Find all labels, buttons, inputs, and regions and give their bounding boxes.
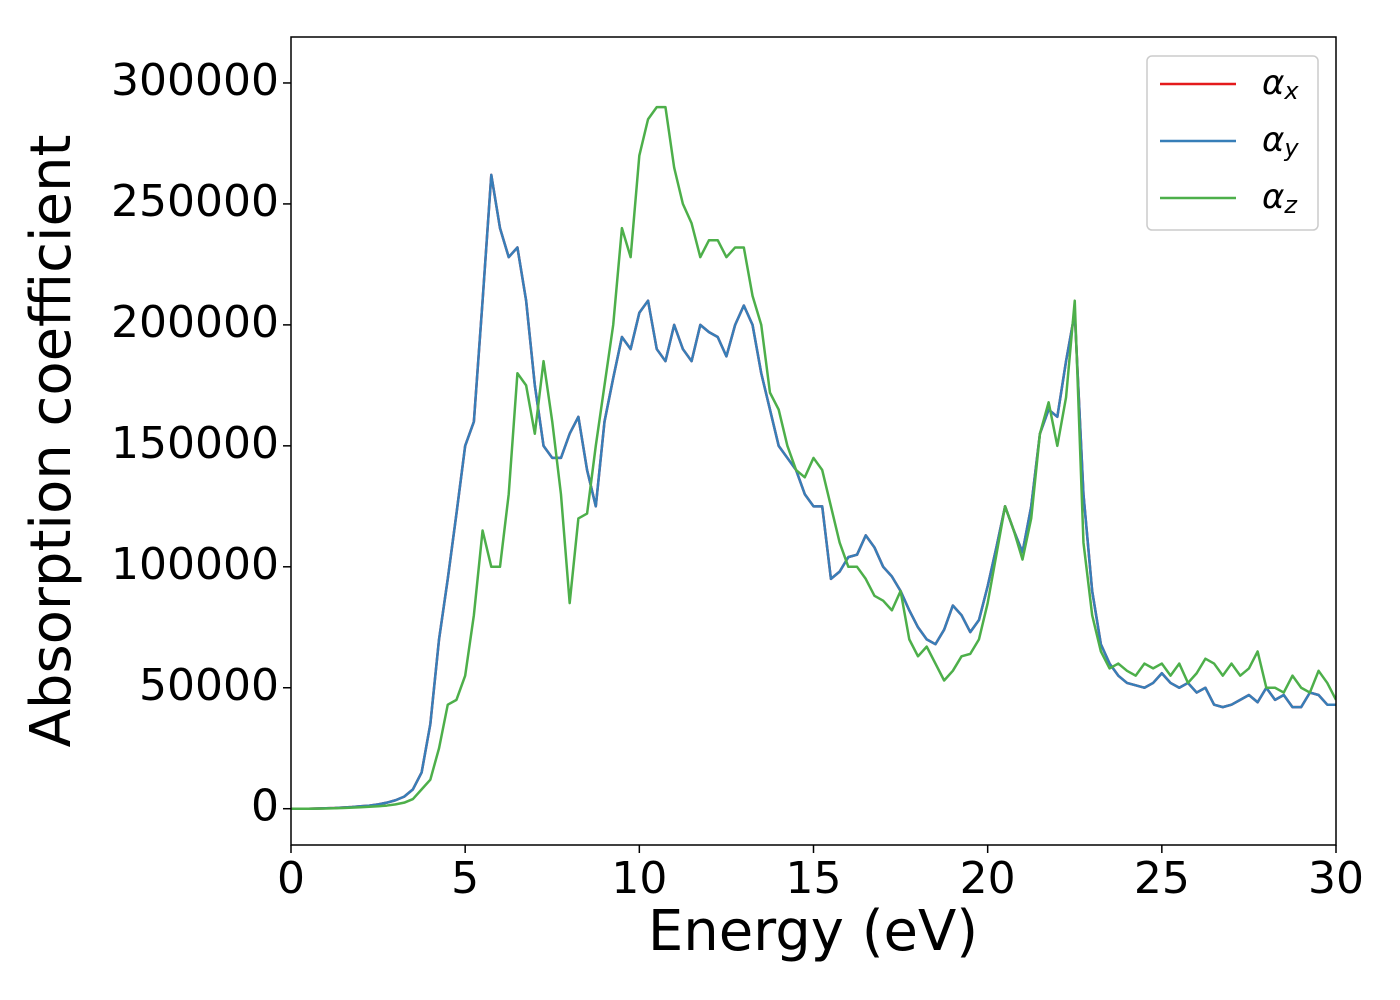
y-axis-label: Absorption coefficient (19, 135, 84, 748)
x-axis-label: Energy (eV) (648, 899, 978, 964)
x-tick-label: 5 (451, 853, 479, 904)
plot (291, 105, 1336, 810)
legend-label: αz (1262, 177, 1298, 220)
legend-label: αx (1262, 63, 1299, 106)
legend-box (1146, 55, 1319, 231)
series-line (291, 173, 1336, 810)
series-line (291, 105, 1336, 810)
y-tick-label: 200000 (111, 297, 279, 348)
y-tick-label: 150000 (111, 418, 279, 469)
y-tick-label: 100000 (111, 539, 279, 590)
x-tick-label: 30 (1308, 853, 1364, 904)
x-tick-label: 15 (786, 853, 842, 904)
legend-label: αy (1262, 120, 1299, 163)
x-tick-label: 20 (960, 853, 1016, 904)
x-tick-label: 25 (1134, 853, 1190, 904)
y-tick-label: 0 (251, 781, 279, 832)
series-line (291, 173, 1336, 810)
y-tick-label: 300000 (111, 55, 279, 106)
x-tick-label: 0 (277, 853, 305, 904)
plot-frame (290, 36, 1337, 846)
y-tick-label: 250000 (111, 176, 279, 227)
x-tick-label: 10 (611, 853, 667, 904)
y-tick-label: 50000 (139, 660, 279, 711)
